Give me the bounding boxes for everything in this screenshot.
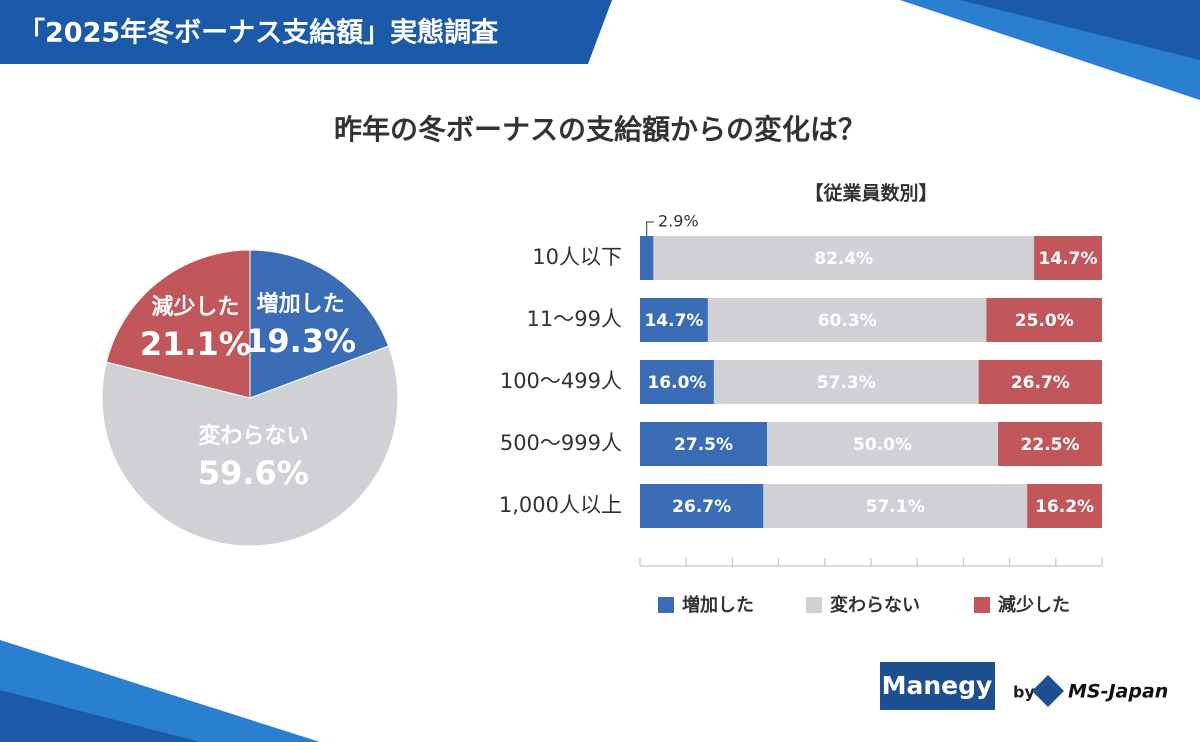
bar-value-label: 27.5% <box>674 435 733 455</box>
legend-swatch <box>974 597 990 613</box>
bar-segment <box>707 298 987 342</box>
bar-segment <box>986 298 1102 342</box>
y-tick-label: 500〜999人 <box>500 431 622 455</box>
slice-category: 変わらない <box>198 423 308 449</box>
bar-value-label: 14.7% <box>644 311 703 331</box>
company-icon <box>1032 675 1064 707</box>
bar-value-label: 57.3% <box>817 373 876 393</box>
chart-title: 昨年の冬ボーナスの支給額からの変化は？ <box>334 113 866 146</box>
manegy-logo <box>880 662 995 710</box>
bar-value-label: 25.0% <box>1015 311 1074 331</box>
bar-segment <box>640 422 768 466</box>
bar-value-label: 82.4% <box>814 249 873 269</box>
bar-value-label: 26.7% <box>1011 373 1070 393</box>
bar-value-label: 16.0% <box>647 373 706 393</box>
legend-label: 減少した <box>998 594 1070 616</box>
decoration <box>960 0 1200 60</box>
manegy-text: Manegy <box>882 671 993 700</box>
bar-segment <box>640 298 708 342</box>
decoration <box>0 690 200 742</box>
bar-segment <box>640 484 764 528</box>
slice-value: 59.6% <box>198 454 309 492</box>
chart-subtitle: 【従業員数別】 <box>804 182 937 205</box>
slice-category: 増加した <box>257 291 345 317</box>
bar-segment <box>713 360 979 404</box>
slice-category: 減少した <box>151 295 239 320</box>
y-tick-label: 10人以下 <box>532 245 622 269</box>
bar-segment <box>1034 236 1102 280</box>
pie-slice <box>249 249 390 399</box>
bar-value-label: 60.3% <box>818 311 877 331</box>
company-text: MS-Japan <box>1068 681 1168 703</box>
bar-value-label: 50.0% <box>853 435 912 455</box>
bar-value-label: 16.2% <box>1035 497 1094 517</box>
y-tick-label: 1,000人以上 <box>499 493 622 517</box>
legend-label: 変わらない <box>830 594 920 616</box>
bar-segment <box>653 236 1035 280</box>
bar-segment <box>767 422 999 466</box>
header-banner <box>0 0 612 64</box>
pie-slice <box>101 345 399 547</box>
bar-segment <box>978 360 1102 404</box>
pie-slice <box>105 249 251 399</box>
bar-value-label: 26.7% <box>672 497 731 517</box>
leader-line <box>646 221 654 236</box>
bar-value-label: 14.7% <box>1039 249 1098 269</box>
slice-value: 19.3% <box>245 322 356 360</box>
slice-value: 21.1% <box>140 325 251 363</box>
y-tick-label: 100〜499人 <box>500 369 622 393</box>
bar-segment <box>763 484 1028 528</box>
bar-segment <box>640 236 654 280</box>
bar-segment <box>640 360 714 404</box>
legend-swatch <box>658 597 674 613</box>
header-title: 「2025年冬ボーナス支給額」実態調査 <box>18 17 498 49</box>
bar-value-label: 2.9% <box>658 212 699 231</box>
by-text: by <box>1013 683 1035 702</box>
legend-label: 増加した <box>682 594 754 616</box>
bar-value-label: 22.5% <box>1021 435 1080 455</box>
y-tick-label: 11〜99人 <box>527 307 622 331</box>
bar-segment <box>998 422 1102 466</box>
bar-value-label: 57.1% <box>866 497 925 517</box>
legend-swatch <box>806 597 822 613</box>
bar-segment <box>1027 484 1102 528</box>
